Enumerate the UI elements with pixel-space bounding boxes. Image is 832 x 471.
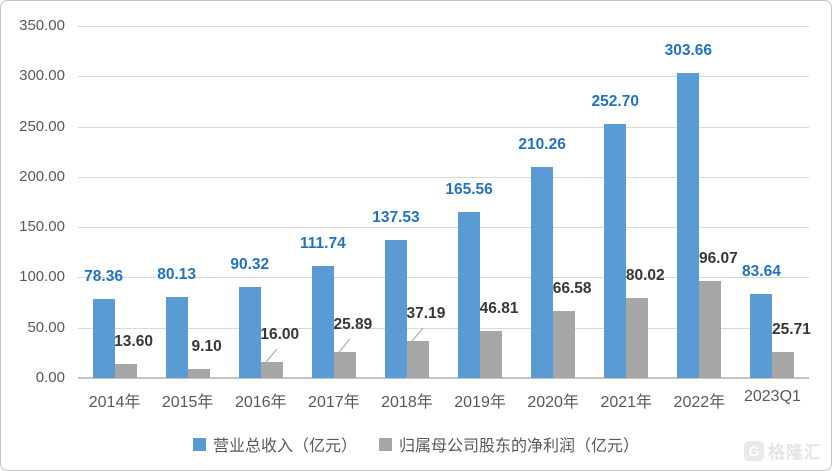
x-tick-label: 2023Q1 (743, 388, 801, 405)
y-tick-label: 300.00 (19, 67, 65, 85)
bar-revenue (311, 265, 334, 378)
bar-net-profit (553, 311, 576, 378)
legend-label: 归属母公司股东的净利润（亿元） (399, 438, 640, 455)
bar-revenue (458, 211, 481, 378)
gridline (78, 26, 809, 27)
net-profit-value-label: 25.89 (333, 315, 373, 333)
label-leader-line (338, 338, 351, 353)
bar-revenue (677, 72, 700, 378)
bar-revenue (750, 293, 773, 378)
bar-net-profit (772, 352, 795, 378)
bar-net-profit (480, 330, 503, 378)
y-tick-label: 350.00 (19, 17, 65, 34)
legend: 营业总收入（亿元） 归属母公司股东的净利润（亿元） (1, 432, 831, 456)
gridline (78, 277, 809, 279)
y-tick-label: 100.00 (19, 268, 65, 286)
bar-revenue (92, 299, 115, 378)
legend-item: 营业总收入（亿元） (192, 432, 357, 456)
revenue-value-label: 303.66 (664, 41, 713, 59)
bar-net-profit (333, 351, 356, 378)
watermark-brand: 格隆汇 (768, 443, 822, 462)
y-tick-label: 150.00 (19, 218, 65, 236)
net-profit-value-label: 13.60 (114, 333, 153, 351)
net-profit-value-label: 96.07 (698, 250, 738, 268)
x-tick-label: 2022年 (673, 394, 726, 411)
x-tick-label: 2018年 (381, 394, 433, 411)
bar-revenue (531, 166, 554, 378)
bar-net-profit (187, 368, 210, 378)
revenue-value-label: 210.26 (518, 135, 566, 153)
gelonghui-logo-icon: G (744, 440, 764, 461)
revenue-value-label: 137.53 (372, 208, 420, 226)
revenue-value-label: 83.64 (742, 262, 781, 280)
bar-revenue (238, 287, 261, 378)
bar-net-profit (699, 281, 722, 378)
plot-area: 78.36 13.60 80.13 9.10 90.32 16.00 111.74 25.89… (78, 26, 811, 379)
x-tick-label: 2016年 (234, 394, 287, 411)
net-profit-value-label: 25.71 (772, 321, 811, 339)
bar-net-profit (114, 364, 137, 378)
net-profit-value-label: 16.00 (260, 325, 300, 343)
gridline (78, 76, 809, 78)
net-profit-value-label: 46.81 (479, 299, 519, 317)
y-tick-label: 0.00 (35, 369, 65, 386)
bar-net-profit (406, 340, 429, 378)
bar-net-profit (626, 297, 649, 378)
revenue-value-label: 78.36 (84, 268, 123, 286)
net-profit-value-label: 37.19 (406, 304, 446, 322)
bar-net-profit (260, 361, 283, 378)
x-tick-label: 2015年 (161, 394, 214, 411)
net-profit-value-label: 9.10 (191, 337, 222, 355)
y-tick-label: 50.00 (27, 318, 65, 336)
x-axis-line (78, 377, 809, 379)
net-profit-value-label: 80.02 (625, 266, 665, 284)
gridline (78, 327, 809, 329)
gridline (78, 227, 809, 229)
revenue-value-label: 252.70 (591, 92, 639, 110)
legend-swatch-icon (192, 437, 206, 451)
revenue-value-label: 165.56 (445, 180, 493, 198)
gridline (78, 126, 809, 128)
x-tick-label: 2014年 (88, 394, 141, 411)
watermark: G 格隆汇 (744, 438, 822, 463)
x-tick-label: 2019年 (454, 394, 506, 411)
y-tick-label: 200.00 (19, 167, 65, 185)
legend-swatch-icon (379, 437, 392, 451)
label-leader-line (411, 327, 424, 341)
revenue-value-label: 80.13 (157, 266, 197, 284)
revenue-value-label: 90.32 (230, 256, 270, 274)
legend-label: 营业总收入（亿元） (212, 438, 357, 455)
y-tick-label: 250.00 (19, 117, 65, 135)
net-profit-value-label: 66.58 (552, 280, 592, 298)
revenue-value-label: 111.74 (299, 234, 346, 252)
label-leader-line (265, 348, 278, 363)
x-tick-label: 2017年 (308, 394, 360, 411)
legend-item: 归属母公司股东的净利润（亿元） (379, 432, 639, 456)
bar-revenue (165, 297, 188, 378)
gridline (78, 176, 809, 178)
x-tick-label: 2020年 (527, 394, 579, 411)
bar-revenue (604, 123, 627, 378)
bar-revenue (384, 239, 407, 378)
x-tick-label: 2021年 (600, 394, 653, 411)
